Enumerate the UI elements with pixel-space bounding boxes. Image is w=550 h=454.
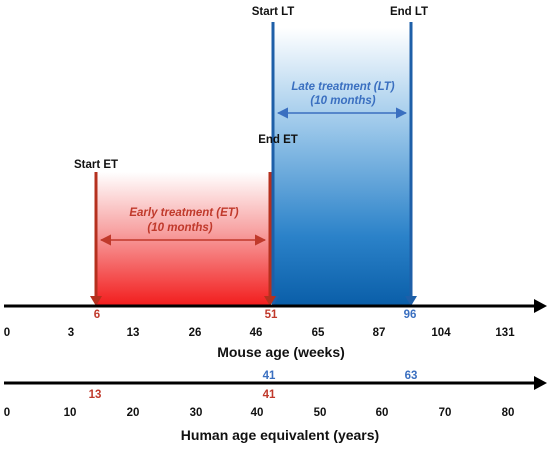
mouse-tick-0: 0 — [4, 327, 10, 339]
et-start-mouse-week: 6 — [94, 309, 100, 321]
lt-end-human-age: 63 — [405, 370, 418, 382]
human-tick-0: 0 — [4, 407, 10, 419]
mouse-tick-3: 3 — [68, 327, 74, 339]
mouse-tick-26: 26 — [189, 327, 202, 339]
mouse-age-axis-arrowhead — [534, 299, 547, 313]
late-treatment-duration: (10 months) — [310, 95, 375, 107]
mouse-tick-131: 131 — [495, 327, 515, 339]
early-treatment-duration: (10 months) — [147, 222, 212, 234]
human-age-axis-label: Human age equivalent (years) — [181, 427, 379, 443]
lt-end-mouse-week: 96 — [404, 309, 417, 321]
end-et-label: End ET — [258, 134, 298, 146]
early-treatment-title: Early treatment (ET) — [129, 207, 238, 219]
human-tick-60: 60 — [376, 407, 389, 419]
mouse-tick-87: 87 — [373, 327, 386, 339]
early-treatment-band — [96, 172, 270, 306]
et-start-human-age: 13 — [89, 389, 102, 401]
human-age-axis-arrowhead — [534, 376, 547, 390]
late-treatment-end-arrowhead — [405, 296, 417, 306]
human-tick-10: 10 — [64, 407, 77, 419]
end-lt-label: End LT — [390, 6, 428, 18]
lt-start-human-age: 41 — [263, 370, 276, 382]
human-tick-50: 50 — [314, 407, 327, 419]
lt-start-mouse-week: 51 — [265, 309, 278, 321]
early-treatment-start-arrowhead — [90, 296, 102, 306]
human-tick-80: 80 — [502, 407, 515, 419]
mouse-tick-13: 13 — [127, 327, 140, 339]
start-et-label: Start ET — [74, 159, 118, 171]
start-lt-label: Start LT — [252, 6, 295, 18]
human-tick-20: 20 — [127, 407, 140, 419]
mouse-age-axis-label: Mouse age (weeks) — [217, 344, 345, 360]
late-treatment-band — [273, 28, 411, 306]
mouse-tick-65: 65 — [312, 327, 325, 339]
et-end-human-age: 41 — [263, 389, 276, 401]
human-tick-40: 40 — [251, 407, 264, 419]
mouse-tick-46: 46 — [250, 327, 263, 339]
early-treatment-end-arrowhead — [264, 296, 276, 306]
late-treatment-title: Late treatment (LT) — [291, 81, 394, 93]
human-tick-30: 30 — [190, 407, 203, 419]
human-tick-70: 70 — [439, 407, 452, 419]
mouse-tick-104: 104 — [431, 327, 451, 339]
